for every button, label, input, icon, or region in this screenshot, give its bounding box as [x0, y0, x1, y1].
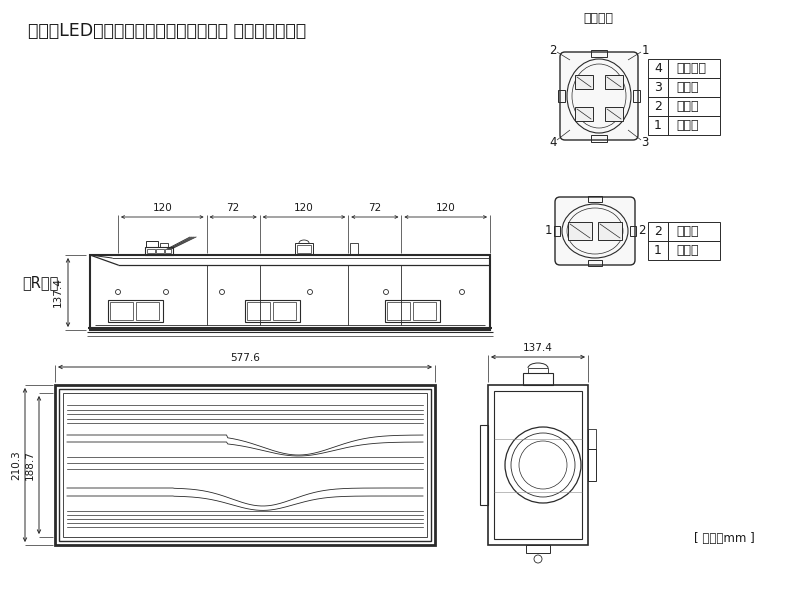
Text: 1: 1	[642, 43, 649, 56]
Bar	[648, 241, 668, 260]
Bar	[605, 75, 623, 89]
Bar	[591, 50, 607, 57]
Bar	[648, 116, 668, 135]
Bar	[245, 300, 300, 322]
Text: 120: 120	[436, 203, 455, 213]
Bar	[273, 302, 296, 320]
Bar	[648, 222, 668, 241]
Text: アース: アース	[676, 100, 698, 113]
Bar	[568, 222, 592, 240]
Text: 577.6: 577.6	[230, 353, 260, 363]
Text: 2: 2	[654, 100, 662, 113]
Bar	[385, 300, 440, 322]
Bar	[668, 116, 720, 135]
Bar	[156, 249, 164, 253]
Bar	[136, 302, 159, 320]
Bar	[146, 241, 158, 247]
Bar	[630, 226, 636, 236]
Text: 137.4: 137.4	[523, 343, 553, 353]
Text: （R側）: （R側）	[22, 275, 58, 290]
Text: テール: テール	[676, 81, 698, 94]
Bar	[297, 245, 311, 253]
Text: 188.7: 188.7	[25, 450, 35, 480]
Bar	[350, 243, 358, 255]
Text: 2: 2	[550, 43, 557, 56]
Text: 120: 120	[294, 203, 314, 213]
Bar	[668, 241, 720, 260]
Bar	[558, 90, 565, 102]
Bar	[648, 78, 668, 97]
Text: ストップ: ストップ	[676, 62, 706, 75]
Bar	[648, 59, 668, 78]
Text: 3: 3	[654, 81, 662, 94]
Bar	[165, 249, 171, 253]
Text: 4: 4	[654, 62, 662, 75]
Text: 72: 72	[226, 203, 240, 213]
Bar	[554, 226, 560, 236]
Text: 4: 4	[550, 136, 557, 148]
Bar	[591, 135, 607, 142]
Bar	[633, 90, 640, 102]
Bar	[668, 222, 720, 241]
FancyBboxPatch shape	[560, 52, 638, 140]
Bar	[108, 300, 163, 322]
Bar	[55, 385, 435, 545]
Text: バック: バック	[676, 244, 698, 257]
Bar	[488, 385, 588, 545]
Text: コネクタ: コネクタ	[583, 12, 613, 25]
Text: 1: 1	[654, 244, 662, 257]
Text: 137.4: 137.4	[53, 278, 63, 307]
Bar	[90, 255, 490, 330]
Bar	[110, 302, 133, 320]
Text: 2: 2	[654, 225, 662, 238]
Bar	[575, 107, 593, 121]
Text: 3: 3	[642, 136, 649, 148]
Text: 72: 72	[368, 203, 382, 213]
Bar	[59, 389, 431, 541]
Bar	[668, 78, 720, 97]
Bar	[387, 302, 410, 320]
Text: 2: 2	[638, 224, 646, 238]
Bar	[160, 243, 168, 247]
Text: 1: 1	[544, 224, 552, 238]
Bar	[648, 97, 668, 116]
Bar	[295, 243, 313, 255]
Bar	[413, 302, 436, 320]
Bar	[668, 97, 720, 116]
FancyBboxPatch shape	[555, 197, 635, 265]
Bar	[147, 249, 155, 253]
Text: アース: アース	[676, 225, 698, 238]
Bar	[494, 391, 582, 539]
Text: ターン: ターン	[676, 119, 698, 132]
Bar	[247, 302, 270, 320]
Text: [ 単位：mm ]: [ 単位：mm ]	[694, 532, 755, 545]
Text: オールLEDリアコンビネーションランプ 歌舞伎デザイン: オールLEDリアコンビネーションランプ 歌舞伎デザイン	[28, 22, 306, 40]
Bar	[588, 196, 602, 202]
Text: 120: 120	[153, 203, 172, 213]
Bar	[523, 373, 553, 385]
Bar	[528, 368, 548, 373]
Bar	[145, 247, 173, 255]
Bar	[668, 59, 720, 78]
Bar	[63, 393, 427, 537]
Bar	[526, 545, 550, 553]
Bar	[588, 449, 596, 481]
Bar	[588, 429, 596, 449]
Text: 1: 1	[654, 119, 662, 132]
Bar	[598, 222, 622, 240]
Bar	[588, 260, 602, 266]
Bar	[575, 75, 593, 89]
Text: 210.3: 210.3	[11, 450, 21, 480]
Bar	[605, 107, 623, 121]
Bar	[480, 425, 488, 505]
